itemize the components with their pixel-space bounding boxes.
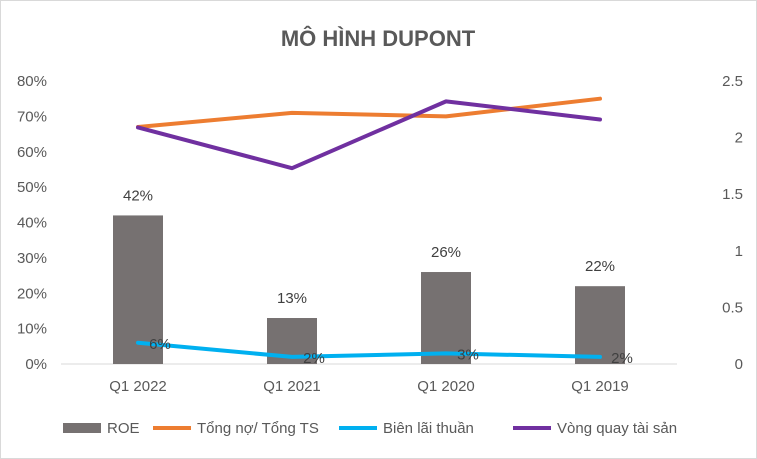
y-left-tick-label: 40% <box>17 215 47 232</box>
y-right-tick-label: 1 <box>735 243 743 260</box>
roe-bar <box>575 286 625 364</box>
data-labels: 42% 13% 26% 22% 6% 2% 3% 2% <box>123 187 633 366</box>
series-line-1 <box>136 96 602 129</box>
x-tick-label: Q1 2021 <box>263 378 321 395</box>
roe-data-label: 13% <box>277 290 307 307</box>
y-left-tick-label: 50% <box>17 179 47 196</box>
legend-label: Biên lãi thuần <box>383 420 474 437</box>
margin-data-label: 6% <box>149 336 171 353</box>
y-left-tick-label: 60% <box>17 144 47 161</box>
legend-label: Vòng quay tài sản <box>557 420 677 437</box>
legend-label: Tổng nợ/ Tổng TS <box>197 420 319 437</box>
y-left-tick-label: 0% <box>25 356 47 373</box>
roe-bar <box>113 215 163 364</box>
margin-data-label: 2% <box>611 350 633 367</box>
roe-data-label: 26% <box>431 244 461 261</box>
legend-swatch <box>63 423 101 433</box>
y-right-tick-label: 0.5 <box>722 299 743 316</box>
series-line-2 <box>136 340 602 359</box>
y-right-tick-label: 2.5 <box>722 73 743 90</box>
y-left-tick-label: 10% <box>17 321 47 338</box>
bars <box>113 215 625 364</box>
roe-data-label: 22% <box>585 258 615 275</box>
y-left-tick-label: 20% <box>17 285 47 302</box>
y-left-tick-label: 30% <box>17 250 47 267</box>
x-tick-label: Q1 2019 <box>571 378 629 395</box>
series-line-3 <box>136 99 602 171</box>
y-right-tick-label: 1.5 <box>722 186 743 203</box>
x-tick-label: Q1 2020 <box>417 378 475 395</box>
legend-label: ROE <box>107 420 140 437</box>
roe-data-label: 42% <box>123 187 153 204</box>
margin-data-label: 3% <box>457 346 479 363</box>
y-right-tick-label: 0 <box>735 356 743 373</box>
lines <box>136 96 602 359</box>
y-left-tick-label: 80% <box>17 73 47 90</box>
axes: 0% 10% 20% 30% 40% 50% 60% 70% 80% 0 0.5 1 1.5 2 2.5 Q1… <box>17 73 743 395</box>
roe-bar <box>421 272 471 364</box>
legend: ROE Tổng nợ/ Tổng TS Biên lãi thuần Vòng qu… <box>63 420 677 437</box>
y-left-tick-label: 70% <box>17 108 47 125</box>
chart-title: MÔ HÌNH DUPONT <box>281 26 476 51</box>
margin-data-label: 2% <box>303 350 325 367</box>
x-tick-label: Q1 2022 <box>109 378 167 395</box>
y-right-tick-label: 2 <box>735 130 743 147</box>
